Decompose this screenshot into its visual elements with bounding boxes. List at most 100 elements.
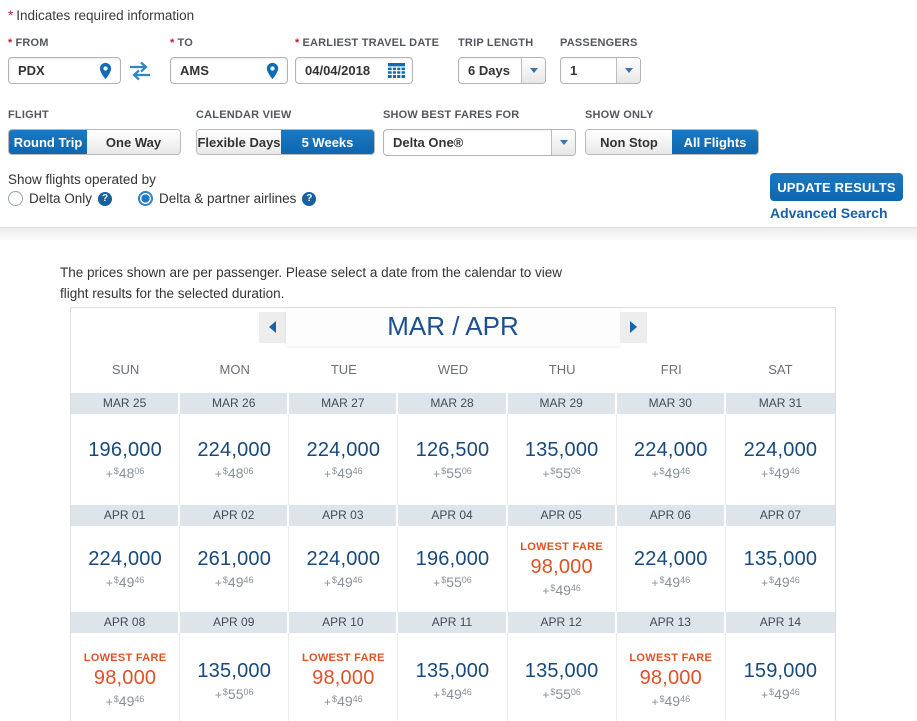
tax-dollars: 49: [774, 465, 790, 481]
date-label: APR 10: [289, 612, 398, 633]
best-fares-dropdown-button[interactable]: [551, 130, 575, 155]
flexible-days-button[interactable]: Flexible Days: [197, 130, 281, 154]
fare-cell[interactable]: 196,000+$5506: [398, 526, 507, 612]
fare-cell[interactable]: LOWEST FARE98,000+$4946: [289, 633, 398, 721]
one-way-button[interactable]: One Way: [87, 130, 180, 154]
fare-cell[interactable]: 135,000+$5506: [508, 633, 617, 721]
fare-cell[interactable]: 135,000+$4946: [726, 526, 835, 612]
tax-cents: 06: [134, 466, 144, 476]
all-flights-button[interactable]: All Flights: [672, 130, 758, 154]
to-value: AMS: [180, 63, 265, 78]
next-month-button[interactable]: [620, 312, 647, 343]
fare-cell[interactable]: 126,500+$5506: [398, 414, 507, 505]
fare-cell[interactable]: 135,000 +$5506: [180, 633, 289, 721]
tax-dollars: 49: [228, 574, 244, 590]
fare-cell[interactable]: LOWEST FARE98,000+$4946: [617, 633, 726, 721]
fare-cell[interactable]: 135,000+$4946: [398, 633, 507, 721]
tax-cents: 46: [353, 575, 363, 585]
best-fares-select[interactable]: Delta One®: [383, 129, 576, 156]
fare-cell[interactable]: 159,000+$4946: [726, 633, 835, 721]
chevron-left-icon: [269, 321, 276, 333]
miles-value: 135,000: [197, 660, 271, 683]
travel-date-input[interactable]: 04/04/2018: [295, 57, 413, 84]
tax-dollars: 49: [119, 693, 135, 709]
plus-sign: +: [433, 467, 440, 481]
tax-dollars: 49: [774, 686, 790, 702]
tax-dollars: 55: [446, 465, 462, 481]
swap-airports-icon[interactable]: [128, 61, 152, 81]
chevron-down-icon: [530, 68, 538, 73]
plus-sign: +: [542, 467, 549, 481]
required-asterisk: *: [8, 37, 12, 49]
delta-partner-radio[interactable]: [138, 191, 153, 206]
fare-row: 224,000+$4946261,000+$4946224,000+$49461…: [71, 526, 835, 612]
calendar-header: MAR / APR: [71, 308, 835, 346]
plus-sign: +: [542, 688, 549, 702]
plus-sign: +: [106, 467, 113, 481]
help-icon[interactable]: ?: [98, 192, 112, 206]
plus-sign: +: [215, 688, 222, 702]
taxes-fees: +$4946: [651, 465, 690, 481]
taxes-fees: +$4946: [542, 582, 581, 598]
non-stop-button[interactable]: Non Stop: [586, 130, 672, 154]
fare-cell[interactable]: LOWEST FARE98,000+$4946: [508, 526, 617, 612]
taxes-fees: +$4946: [651, 693, 690, 709]
fare-cell[interactable]: 224,000+$4946: [289, 414, 398, 505]
fare-cell[interactable]: LOWEST FARE98,000+$4946: [71, 633, 180, 721]
fare-cell[interactable]: 261,000+$4946: [180, 526, 289, 612]
fare-cell[interactable]: 224,000+$4946: [617, 526, 726, 612]
tax-cents: 46: [790, 466, 800, 476]
flight-type-label: FLIGHT: [8, 109, 181, 121]
passengers-label-text: PASSENGERS: [560, 37, 638, 49]
date-label: APR 09: [180, 612, 289, 633]
plus-sign: +: [106, 695, 113, 709]
delta-only-radio-item[interactable]: Delta Only ?: [8, 191, 112, 206]
fare-cell[interactable]: 224,000+$4946: [726, 414, 835, 505]
fare-cell[interactable]: 196,000+$4806: [71, 414, 180, 505]
from-input[interactable]: PDX: [8, 57, 121, 84]
best-fares-label-text: SHOW BEST FARES FOR: [383, 109, 519, 121]
plus-sign: +: [542, 584, 549, 598]
location-pin-icon[interactable]: [265, 62, 280, 80]
help-icon[interactable]: ?: [302, 192, 316, 206]
delta-only-radio[interactable]: [8, 191, 23, 206]
advanced-search-link[interactable]: Advanced Search: [770, 205, 888, 221]
tax-cents: 46: [680, 575, 690, 585]
tax-cents: 46: [790, 575, 800, 585]
calendar-icon[interactable]: [388, 63, 405, 78]
fare-cell[interactable]: 224,000+$4806: [180, 414, 289, 505]
prev-month-button[interactable]: [259, 312, 286, 343]
taxes-fees: +$4946: [106, 693, 145, 709]
miles-value: 224,000: [307, 548, 381, 571]
operated-by-label: Show flights operated by: [8, 172, 156, 187]
delta-partner-radio-item[interactable]: Delta & partner airlines ?: [138, 191, 316, 206]
passengers-select[interactable]: 1: [560, 57, 641, 84]
five-weeks-button[interactable]: 5 Weeks: [281, 130, 374, 154]
fare-cell[interactable]: 224,000+$4946: [71, 526, 180, 612]
travel-date-label: *EARLIEST TRAVEL DATE: [295, 37, 413, 49]
tax-cents: 06: [571, 687, 581, 697]
tax-cents: 06: [571, 466, 581, 476]
date-label: MAR 28: [398, 393, 507, 414]
update-results-button[interactable]: UPDATE RESULTS: [770, 173, 903, 201]
fare-cell[interactable]: 135,000+$5506: [508, 414, 617, 505]
trip-length-select[interactable]: 6 Days: [458, 57, 546, 84]
day-of-week-header: WED: [398, 362, 507, 377]
location-pin-icon[interactable]: [98, 62, 113, 80]
passengers-value: 1: [561, 58, 616, 83]
trip-length-dropdown-button[interactable]: [521, 58, 545, 83]
miles-value: 224,000: [634, 439, 708, 462]
tax-cents: 06: [244, 466, 254, 476]
plus-sign: +: [761, 467, 768, 481]
date-strip: APR 01APR 02APR 03APR 04APR 05APR 06APR …: [71, 505, 835, 526]
fare-cell[interactable]: 224,000 +$4946: [617, 414, 726, 505]
to-input[interactable]: AMS: [170, 57, 288, 84]
flight-type-group: FLIGHT Round Trip One Way: [8, 109, 181, 155]
date-label: MAR 29: [508, 393, 617, 414]
round-trip-button[interactable]: Round Trip: [9, 130, 87, 154]
passengers-dropdown-button[interactable]: [616, 58, 640, 83]
fare-cell[interactable]: 224,000 +$4946: [289, 526, 398, 612]
taxes-fees: +$5506: [215, 686, 254, 702]
taxes-fees: +$4946: [324, 574, 363, 590]
from-field-group: *FROM PDX: [8, 37, 121, 84]
